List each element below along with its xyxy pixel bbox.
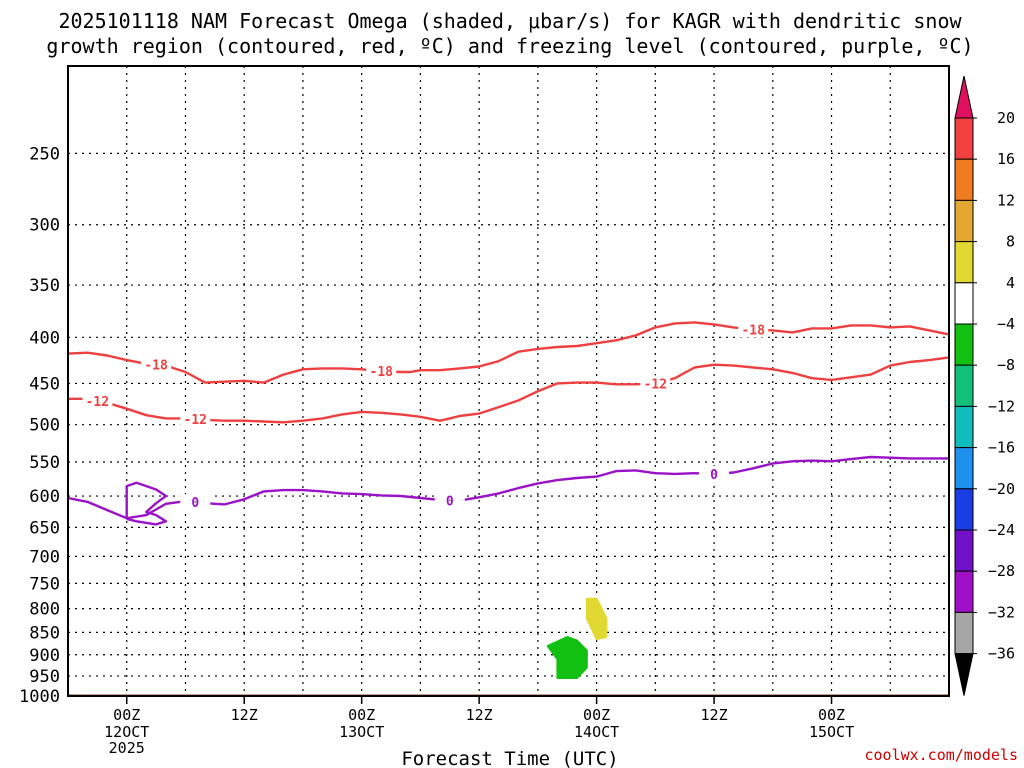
credit-text: coolwx.com/models (864, 746, 1018, 764)
colorbar-label-13: −36 (988, 645, 1015, 663)
contour-temp-zero-loop (125, 481, 168, 526)
x-tick-label-2: 00Z (348, 706, 375, 724)
y-tick-label-300: 300 (29, 216, 60, 236)
colorbar-label-8: −16 (988, 439, 1015, 457)
x-tick-date-4: 14OCT (574, 723, 619, 741)
y-tick-label-1000: 1000 (19, 687, 60, 707)
colorbar-band-4 (954, 241, 974, 284)
y-tick-label-450: 450 (29, 374, 60, 394)
x-axis-label: Forecast Time (UTC) (401, 748, 618, 768)
contour-label-temp-minus18-2: -18 (741, 323, 765, 338)
contour-label-bg-temp-zero-1 (434, 492, 465, 509)
colorbar-label-5: −4 (997, 315, 1015, 333)
y-tick-label-400: 400 (29, 328, 60, 348)
colorbar-label-11: −28 (988, 562, 1015, 580)
plot-frame (67, 65, 950, 697)
colorbar-band-11 (954, 529, 974, 572)
colorbar-label-3: 8 (1006, 233, 1015, 251)
colorbar-label-2: 12 (997, 191, 1015, 209)
y-tick-label-250: 250 (29, 144, 60, 164)
y-tick-label-700: 700 (29, 547, 60, 567)
colorbar-band-3 (954, 199, 974, 243)
colorbar-label-12: −32 (988, 603, 1015, 621)
contour-label-temp-minus12-0: -12 (86, 395, 109, 410)
omega-yellow-blob (585, 597, 608, 641)
contour-label-bg-temp-minus12-1 (180, 411, 211, 428)
colorbar-bottom-arrow (954, 653, 974, 696)
contour-label-temp-minus12-2: -12 (644, 377, 667, 392)
colorbar-band-1 (954, 117, 974, 160)
contour-label-bg-temp-minus18-1 (366, 363, 397, 380)
x-tick-date-6: 15OCT (809, 723, 854, 741)
x-tick-date-2: 13OCT (339, 723, 384, 741)
contour-label-bg-temp-minus18-0 (141, 356, 172, 373)
y-tick-label-900: 900 (29, 646, 60, 666)
y-axis: 250 300 350 400 450 500 550 600 650 700 750 800 850 9… (19, 144, 60, 707)
contour-label-temp-zero-1: 0 (446, 494, 454, 509)
colorbar-band-2 (954, 158, 974, 201)
y-tick-label-850: 850 (29, 623, 60, 643)
contour-label-temp-zero-2: 0 (710, 468, 718, 483)
colorbar-band-9 (954, 447, 974, 490)
x-tick-label-6: 00Z (818, 706, 845, 724)
contour-label-bg-temp-zero-2 (699, 465, 730, 482)
colorbar-label-4: 4 (1006, 274, 1015, 292)
colorbar-band-7 (954, 364, 974, 407)
contour-label-temp-minus18-0: -18 (144, 359, 168, 374)
contour-label-temp-minus12-1: -12 (184, 413, 207, 428)
colorbar-top-arrow (954, 75, 974, 119)
chart-title-line-1: 2025101118 NAM Forecast Omega (shaded, μ… (58, 9, 962, 33)
colorbar-label-7: −12 (988, 397, 1015, 415)
contour-label-temp-zero-0: 0 (191, 496, 199, 511)
colorbar-band-13 (954, 611, 974, 655)
x-tick-label-3: 12Z (466, 706, 493, 724)
contour-label-bg-temp-minus12-2 (640, 375, 671, 392)
colorbar-label-1: 16 (997, 150, 1015, 168)
y-tick-label-350: 350 (29, 276, 60, 296)
x-tick-year-0: 2025 (109, 739, 145, 757)
x-tick-label-4: 00Z (583, 706, 610, 724)
contour-temp-minus18 (67, 321, 950, 384)
omega-green-blob (546, 636, 588, 679)
colorbar-band-8 (954, 405, 974, 449)
y-tick-label-750: 750 (29, 574, 60, 594)
contour-label-bg-temp-minus18-2 (738, 321, 769, 338)
y-tick-label-500: 500 (29, 416, 60, 436)
colorbar-band-6 (954, 323, 974, 366)
x-tick-label-0: 00Z (113, 706, 140, 724)
colorbar-label-6: −8 (997, 356, 1015, 374)
contour-label-bg-temp-minus12-0 (82, 392, 113, 409)
colorbar-band-10 (954, 488, 974, 531)
x-tick-label-5: 12Z (701, 706, 728, 724)
colorbar-label-9: −20 (988, 480, 1015, 498)
colorbar-band-12 (954, 570, 974, 613)
chart-title-line-2: growth region (contoured, red, ºC) and f… (46, 34, 973, 58)
x-tick-label-1: 12Z (231, 706, 258, 724)
colorbar-label-0: 20 (997, 109, 1015, 127)
contour-label-temp-minus18-1: -18 (370, 365, 394, 380)
y-tick-label-550: 550 (29, 453, 60, 473)
colorbar-band-5 (954, 282, 974, 325)
y-tick-label-800: 800 (29, 600, 60, 620)
y-tick-label-950: 950 (29, 667, 60, 687)
x-tick-date-0: 12OCT (104, 723, 149, 741)
contour-temp-zero (67, 455, 949, 520)
y-tick-label-600: 600 (29, 487, 60, 507)
contour-label-bg-temp-zero-0 (180, 494, 211, 511)
plot-area: -18 -18 -18 -12 -12 -12 0 0 0 (67, 66, 950, 696)
y-tick-label-650: 650 (29, 518, 60, 538)
colorbar: 20 16 12 8 4 −4 −8 −12 −16 −20 −24 −28 −32 −36 (954, 75, 1015, 696)
colorbar-label-10: −24 (988, 521, 1015, 539)
contour-temp-minus12 (68, 356, 950, 424)
